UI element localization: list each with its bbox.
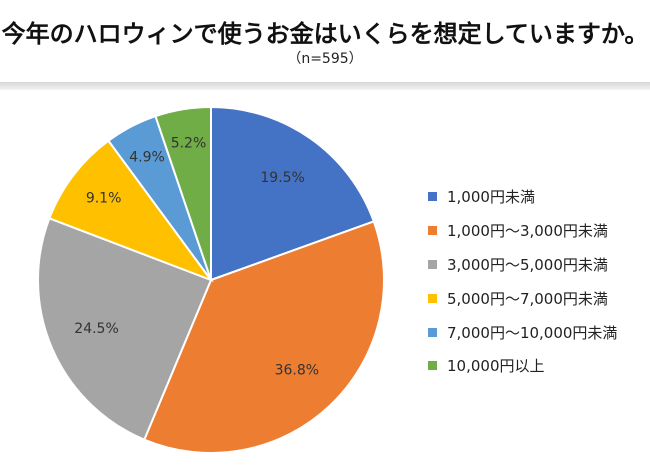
pie-slice-3 xyxy=(37,217,213,441)
pie-slice-6 xyxy=(154,105,212,281)
data-label-6: 5.2% xyxy=(171,135,207,151)
legend-swatch xyxy=(428,226,437,236)
chart-subtitle: （n=595） xyxy=(287,51,363,67)
data-label-1: 19.5% xyxy=(260,170,304,186)
legend-swatch xyxy=(428,293,437,303)
data-label-2: 36.8% xyxy=(275,362,319,378)
legend-item-2: 1,000円～3,000円未満 xyxy=(428,214,643,248)
legend-label: 1,000円未満 xyxy=(447,188,535,207)
chart-legend: 1,000円未満 1,000円～3,000円未満 3,000円～5,000円未満 5,… xyxy=(428,180,643,383)
legend-item-3: 3,000円～5,000円未満 xyxy=(428,248,643,282)
chart-title: 今年のハロウィンで使うお金はいくらを想定していますか。 xyxy=(1,20,649,48)
legend-swatch xyxy=(428,361,437,371)
legend-label: 3,000円～5,000円未満 xyxy=(447,255,608,274)
pie-slice-2 xyxy=(142,220,385,454)
data-label-4: 9.1% xyxy=(86,190,122,206)
pie-slice-1 xyxy=(210,105,376,282)
data-label-3: 24.5% xyxy=(74,321,118,337)
legend-swatch xyxy=(428,192,437,202)
legend-label: 1,000円～3,000円未満 xyxy=(447,222,608,241)
legend-item-4: 5,000円～7,000円未満 xyxy=(428,281,643,315)
legend-swatch xyxy=(428,259,437,269)
legend-item-1: 1,000円未満 xyxy=(428,180,643,214)
legend-label: 10,000円以上 xyxy=(447,357,545,376)
legend-swatch xyxy=(428,327,437,337)
pie-slice-4 xyxy=(48,139,214,283)
data-label-5: 4.9% xyxy=(129,149,165,165)
header-divider xyxy=(0,82,650,90)
legend-label: 7,000円～10,000円未満 xyxy=(447,323,618,342)
legend-item-6: 10,000円以上 xyxy=(428,349,643,383)
legend-label: 5,000円～7,000円未満 xyxy=(447,289,608,308)
legend-item-5: 7,000円～10,000円未満 xyxy=(428,315,643,349)
